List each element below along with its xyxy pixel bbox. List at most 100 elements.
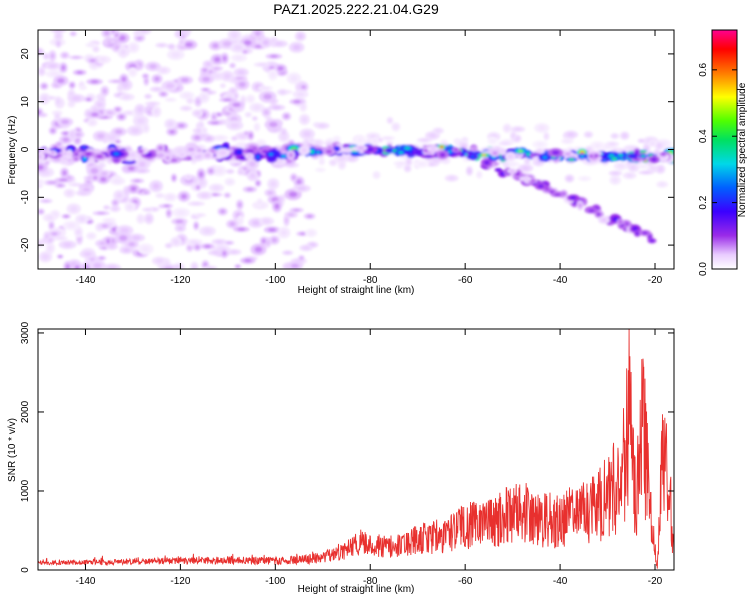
spectrogram-blob [130,69,136,75]
spectrogram-blob [200,193,209,198]
spectrogram-blob [554,193,561,197]
spectrogram-blob [104,206,109,209]
x-tick-label: -80 [363,275,378,286]
spectrogram-ylabel: Frequency (Hz) [7,116,18,185]
x-tick-label: -80 [363,576,378,587]
spectrogram-blob [194,223,198,229]
spectrogram-blob [113,200,118,205]
x-tick-label: -40 [553,275,568,286]
spectrogram-blob [128,242,136,247]
spectrogram-blob [75,138,80,143]
spectrogram-blob [510,149,515,153]
spectrogram-blob [318,124,326,128]
x-tick-label: -140 [75,275,95,286]
spectrogram-blob [118,35,126,41]
spectrogram-blob [247,154,252,158]
spectrogram-blob [293,208,301,212]
spectrogram-blob [650,141,655,146]
spectrogram-blob [211,193,219,196]
spectrogram-blob [344,148,350,152]
spectrogram-blob [196,185,200,190]
spectrogram-blob [454,148,458,152]
spectrogram-blob [127,204,133,210]
spectrogram-blob [277,66,284,71]
spectrogram-blob [112,80,121,83]
spectrogram-blob [639,165,647,168]
spectrogram-blob [226,241,232,244]
spectrogram-blob [136,117,145,124]
spectrogram-blob [101,224,108,228]
spectrogram-blob [428,162,436,166]
spectrogram-blob [271,102,276,106]
spectrogram-blob [612,134,617,138]
spectrogram-blob [66,223,76,228]
snr-panel: -140 -120 -100 -80 -60 -40 -20 0 1000 2000 3000 He… [7,321,675,595]
spectrogram-blob [266,116,271,120]
spectrogram-blob [290,263,299,269]
spectrogram-blob [387,141,392,145]
spectrogram-blob [374,173,379,178]
spectrogram-blob [78,216,86,222]
spectrogram-blob [337,155,346,161]
spectrogram-blob [593,143,602,148]
spectrogram-blob [269,54,279,58]
spectrogram-blob [244,258,252,263]
spectrogram-blob [177,226,184,231]
spectrogram-blob [91,112,99,117]
spectrogram-blob [588,209,595,213]
spectrogram-blob [138,169,147,173]
spectrogram-blob [48,63,57,68]
spectrogram-blob [357,138,363,143]
spectrogram-blob [56,41,60,46]
spectrogram-blob [187,147,195,152]
spectrogram-blob [440,145,444,149]
spectrogram-blob [248,96,253,102]
spectrogram-blob [564,139,571,143]
spectrogram-blob [306,214,313,218]
spectrogram-blob [154,76,160,82]
y-tick-label: 0 [20,567,31,573]
spectrogram-blob [407,159,411,164]
spectrogram-blob [243,40,252,46]
spectrogram-blob [114,152,119,156]
spectrogram-blob [228,170,233,173]
spectrogram-blob [198,171,204,178]
spectrogram-blob [42,254,49,260]
spectrogram-blob [191,202,201,205]
spectrogram-blob [71,183,81,186]
spectrogram-blob [238,143,246,149]
spectrogram-blob [202,88,209,91]
spectrogram-blob [569,196,577,200]
spectrogram-blob [50,128,55,133]
spectrogram-blob [477,172,481,177]
spectrogram-blob [219,150,227,156]
spectrogram-blob [192,264,197,269]
spectrogram-blob [138,216,143,222]
spectrogram-blob [470,155,475,159]
spectrogram-blob [196,213,204,217]
spectrogram-blob [173,239,180,245]
spectrogram-blob [138,161,146,168]
spectrogram-blob [41,95,48,102]
spectrogram-blob [281,155,287,158]
spectrogram-blob [501,142,509,145]
spectrogram-blob [178,123,185,128]
figure-title: PAZ1.2025.222.21.04.G29 [273,1,439,17]
spectrogram-blob [113,179,122,184]
spectrogram-blob [125,111,133,115]
spectrogram-blob [82,146,86,149]
spectrogram-blob [462,138,467,141]
spectrogram-blob [222,55,227,62]
spectrogram-blob [202,128,206,133]
spectrogram-blob [182,106,190,110]
spectrogram-blob [238,218,243,224]
spectrogram-blob [232,102,241,107]
spectrogram-blob [417,162,426,166]
spectrogram-blob [617,164,625,169]
spectrogram-blob [515,171,521,176]
spectrogram-blob [158,43,165,47]
spectrogram-blob [67,151,72,157]
spectrogram-blob [602,159,606,162]
